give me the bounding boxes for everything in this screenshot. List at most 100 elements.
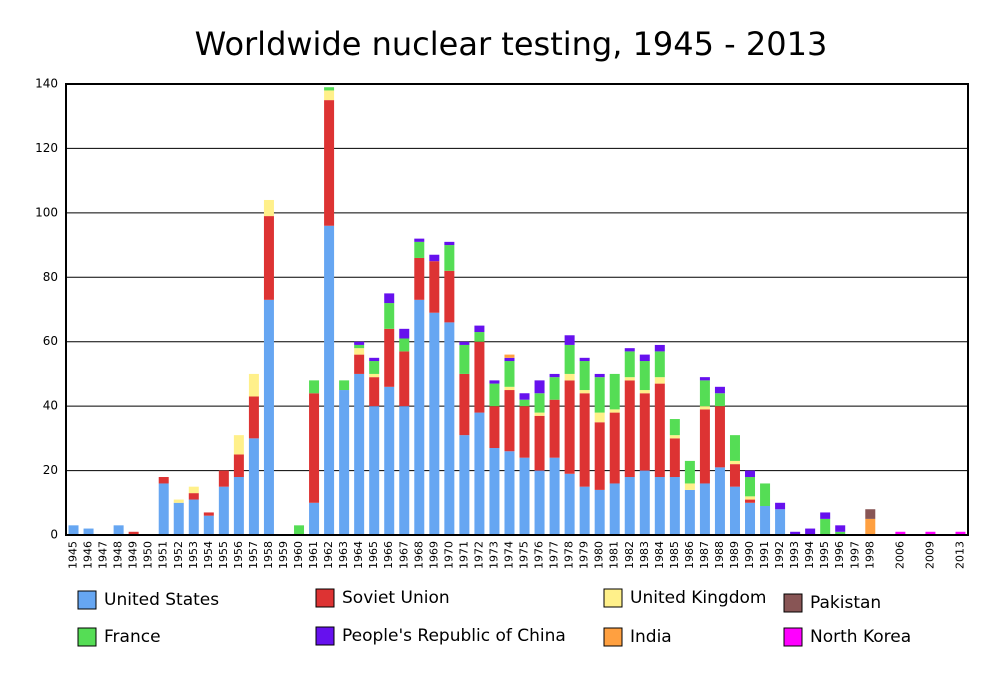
bar-segment: [564, 373, 575, 381]
x-tick-label: 1979: [578, 541, 591, 569]
x-tick-label: 1952: [172, 541, 185, 569]
bar-segment: [324, 225, 335, 535]
bar-segment: [188, 486, 199, 494]
x-tick-label: 1992: [773, 541, 786, 569]
bar-segment: [519, 457, 530, 535]
bar-segment: [233, 454, 244, 478]
bar-segment: [414, 238, 425, 242]
bar-segment: [369, 361, 380, 374]
bar-segment: [519, 406, 530, 458]
x-tick-label: 1965: [367, 541, 380, 569]
bar-segment: [609, 409, 620, 413]
bar-segment: [414, 257, 425, 300]
bar-segment: [865, 518, 876, 535]
bar-segment: [504, 357, 515, 362]
bar-segment: [729, 486, 740, 535]
x-tick-label: 1985: [668, 541, 681, 569]
bar-segment: [384, 293, 395, 304]
bar-segment: [639, 393, 650, 471]
bar-segment: [579, 357, 590, 362]
legend-label: North Korea: [810, 627, 911, 647]
bar-segment: [173, 499, 184, 503]
bar-segment: [624, 380, 635, 478]
bar-segment: [459, 341, 470, 345]
bar-segment: [745, 496, 756, 500]
bar-segment: [309, 380, 320, 394]
bar-segment: [820, 518, 831, 535]
bar-segment: [534, 415, 545, 471]
bar-segment: [354, 373, 365, 535]
bar-segment: [564, 380, 575, 474]
bar-segment: [594, 377, 605, 413]
x-tick-label: 1994: [803, 541, 816, 569]
bar-segment: [384, 386, 395, 535]
legend-label: United States: [104, 590, 219, 610]
bar-segment: [369, 373, 380, 378]
x-tick-label: 1960: [292, 541, 305, 569]
bar-segment: [83, 528, 94, 535]
plot-frame: [65, 83, 969, 536]
bar-segment: [609, 412, 620, 484]
x-tick-label: 1982: [623, 541, 636, 569]
bar-segment: [233, 435, 244, 455]
bar-segment: [203, 515, 214, 535]
bar-segment: [504, 390, 515, 452]
bar-segment: [639, 470, 650, 535]
bar-segment: [549, 373, 560, 378]
bar-segment: [218, 486, 229, 535]
x-tick-label: 1995: [818, 541, 831, 569]
bar-segment: [354, 348, 365, 355]
bar-segment: [564, 335, 575, 345]
bar-segment: [654, 477, 665, 535]
y-tick-label: 140: [35, 77, 58, 91]
bar-segment: [699, 377, 710, 381]
bar-segment: [399, 338, 410, 352]
bar-segment: [760, 506, 771, 535]
bar-segment: [654, 377, 665, 384]
bar-segment: [68, 525, 79, 535]
x-tick-label: 1974: [502, 541, 515, 569]
x-tick-label: 1963: [337, 541, 350, 569]
bar-segment: [188, 499, 199, 535]
bar-segment: [474, 412, 485, 535]
bar-segment: [504, 386, 515, 391]
bar-segment: [489, 406, 500, 449]
bar-segment: [399, 328, 410, 339]
bar-segment: [549, 457, 560, 535]
bar-segment: [369, 377, 380, 407]
bar-segment: [684, 483, 695, 490]
bar-segment: [309, 502, 320, 535]
bar-segment: [549, 377, 560, 400]
bar-segment: [263, 216, 274, 300]
bar-segment: [399, 406, 410, 535]
bar-segment: [624, 477, 635, 535]
bar-segment: [459, 435, 470, 535]
bar-segment: [624, 351, 635, 378]
legend-label: Pakistan: [810, 593, 881, 613]
y-tick-label: 40: [43, 399, 58, 413]
x-tick-label: 1967: [397, 541, 410, 569]
bar-segment: [564, 473, 575, 535]
x-tick-label: 1978: [563, 541, 576, 569]
x-tick-label: 1975: [518, 541, 531, 569]
bar-segment: [248, 396, 259, 439]
bar-segment: [519, 399, 530, 407]
x-tick-label: 1990: [743, 541, 756, 569]
bar-segment: [188, 493, 199, 500]
x-tick-label: 1989: [728, 541, 741, 569]
legend-label: India: [630, 627, 672, 647]
bar-segment: [699, 409, 710, 484]
bar-segment: [399, 351, 410, 407]
bar-segment: [429, 312, 440, 535]
bar-segment: [624, 348, 635, 352]
chart-title: Worldwide nuclear testing, 1945 - 2013: [195, 25, 828, 63]
bar-segment: [654, 351, 665, 378]
bar-segment: [474, 325, 485, 333]
bar-segment: [639, 361, 650, 391]
bar-segment: [339, 380, 350, 391]
bar-segment: [669, 477, 680, 535]
bar-segment: [955, 531, 966, 535]
bar-segment: [669, 438, 680, 478]
legend-swatch: [603, 588, 623, 608]
x-tick-label: 1977: [548, 541, 561, 569]
